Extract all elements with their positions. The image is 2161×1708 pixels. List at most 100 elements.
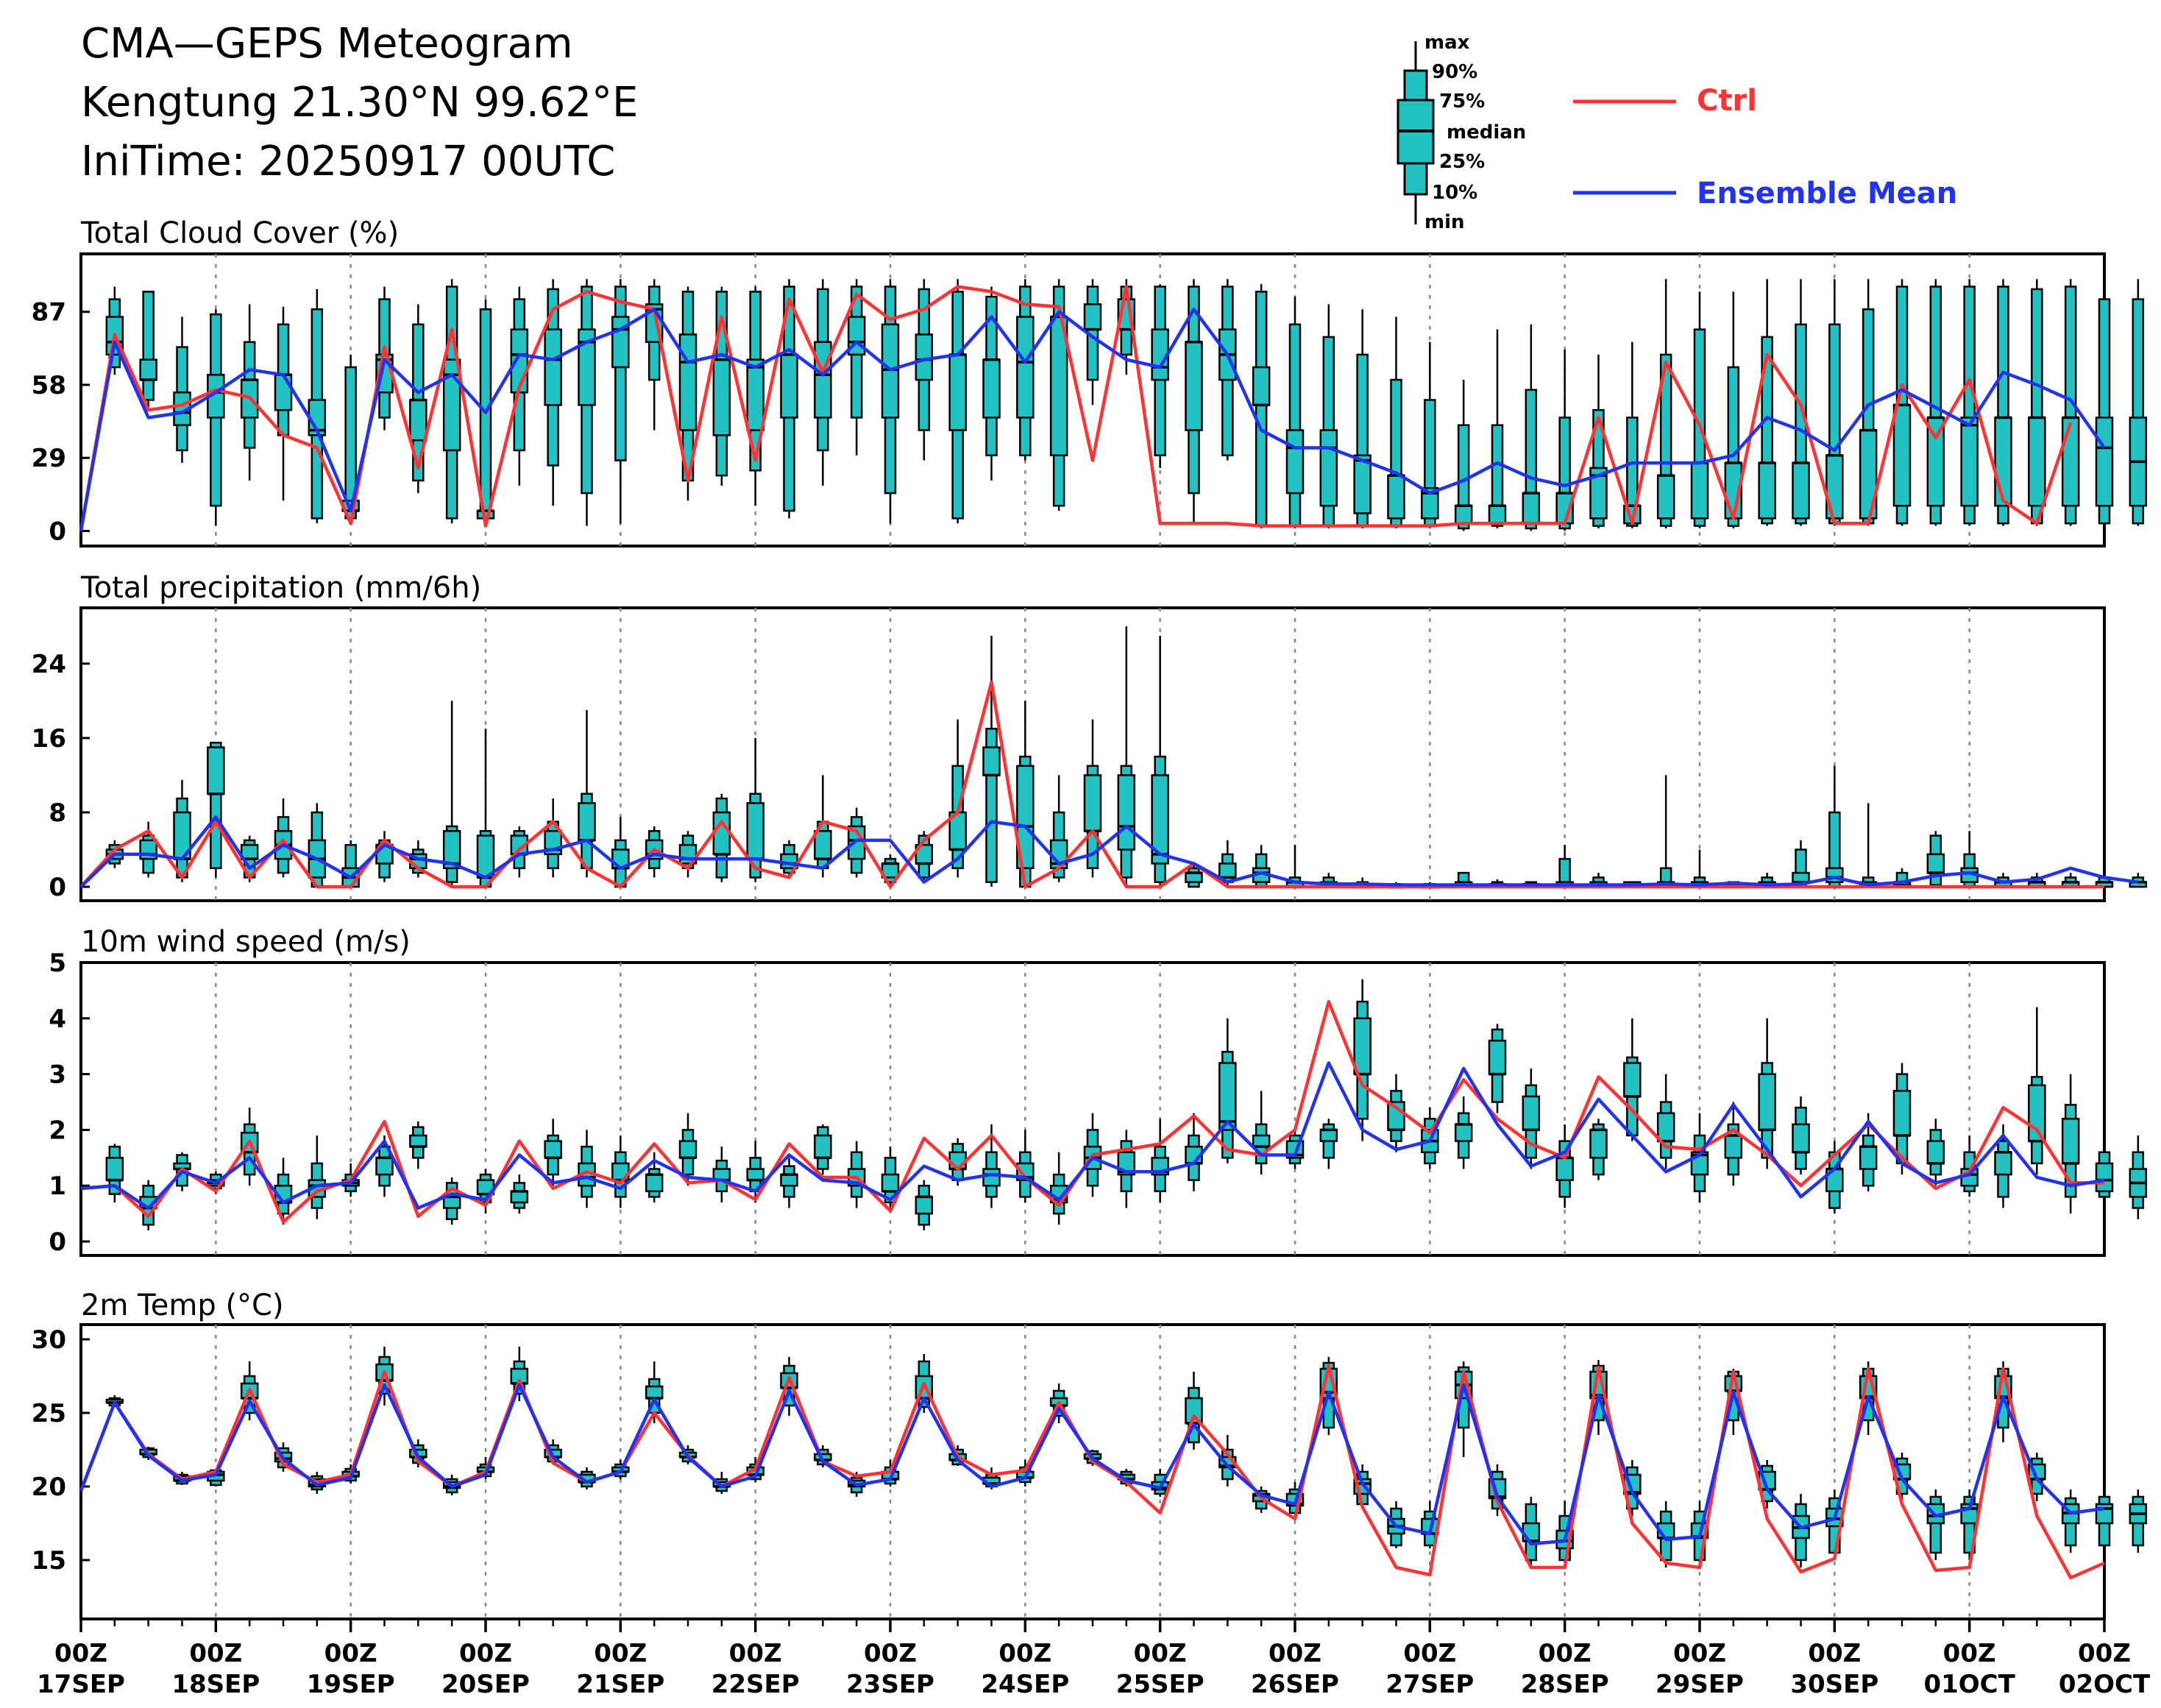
ctrl-series-line — [80, 999, 2104, 1224]
box-plot — [814, 279, 832, 486]
box-plot — [1589, 354, 1608, 529]
box-plot — [308, 1135, 327, 1219]
box-inner — [712, 811, 731, 856]
box-plot — [1218, 1018, 1237, 1163]
box-inner — [1117, 774, 1136, 851]
box-inner — [1926, 1140, 1945, 1165]
box-inner — [1724, 1134, 1743, 1159]
box-plot — [1859, 803, 1878, 888]
box-plot — [611, 817, 630, 888]
box-plot — [442, 701, 461, 887]
box-inner — [1926, 853, 1945, 874]
box-inner — [814, 341, 832, 419]
x-tick-label-date: 18SEP — [171, 1670, 260, 1699]
box-plot — [2028, 1007, 2046, 1175]
box-inner — [1623, 1062, 1642, 1098]
box-plot — [1724, 1102, 1743, 1186]
x-tick-label-hour: 00Z — [189, 1639, 242, 1668]
box-plot — [1690, 291, 1709, 529]
box-inner — [2061, 1118, 2080, 1165]
ctrl-series-line — [79, 1364, 2105, 1580]
box-inner — [1488, 1039, 1507, 1075]
box-inner — [510, 1190, 529, 1204]
panel-title-temperature: 2m Temp (°C) — [81, 1289, 284, 1322]
box-inner — [982, 1168, 1001, 1187]
box-plot — [1387, 316, 1405, 529]
box-inner — [1083, 303, 1102, 330]
box-plot — [780, 279, 798, 519]
box-plot — [746, 286, 764, 506]
box-inner — [746, 358, 764, 431]
box-plot — [1690, 849, 1709, 888]
box-plot — [1656, 1074, 1675, 1169]
box-plot — [678, 1113, 698, 1186]
box-plot — [476, 1169, 495, 1214]
y-tick-label: 58 — [32, 371, 66, 400]
legend-min-label: min — [1424, 211, 1465, 233]
box-inner — [207, 746, 225, 795]
box-plot — [1117, 626, 1136, 887]
box-plot — [1522, 1497, 1541, 1567]
x-tick-label-hour: 00Z — [1268, 1639, 1321, 1668]
init-time-label: IniTime: 20250917 00UTC — [81, 138, 615, 185]
x-tick-label-date: 24SEP — [981, 1670, 1069, 1699]
box-inner — [1185, 341, 1203, 431]
y-tick-label: 8 — [49, 798, 66, 828]
box-inner — [1252, 366, 1271, 406]
box-plot — [1555, 845, 1574, 888]
box-inner — [1758, 1073, 1776, 1131]
box-plot — [442, 279, 461, 524]
x-tick-label-date: 22SEP — [712, 1670, 800, 1699]
box-plot — [2061, 873, 2080, 888]
box-plot — [982, 635, 1001, 887]
box-plot — [1353, 979, 1372, 1141]
chart-title: CMA—GEPS Meteogram — [81, 20, 573, 68]
box-inner — [1454, 504, 1473, 525]
box-inner — [1488, 504, 1507, 525]
box-plot — [881, 854, 900, 887]
box-plot — [173, 316, 191, 464]
legend-p25-label: 25% — [1439, 151, 1485, 173]
x-tick-label-hour: 00Z — [1673, 1639, 1726, 1668]
box-plot — [678, 286, 698, 501]
box-plot — [814, 1124, 832, 1175]
box-plot — [1859, 1113, 1878, 1191]
box-plot — [105, 1144, 124, 1202]
box-plot — [712, 793, 731, 882]
box-plot — [207, 309, 225, 526]
box-plot — [308, 288, 327, 524]
box-plot — [1589, 1119, 1608, 1180]
box-inner — [409, 399, 427, 442]
box-plot — [780, 840, 798, 878]
box-plot — [2095, 1489, 2114, 1553]
box-plot — [1016, 1130, 1035, 1202]
y-tick-label: 15 — [32, 1546, 66, 1576]
x-tick-label-hour: 00Z — [1943, 1639, 1996, 1668]
legend-ctrl-label: Ctrl — [1697, 84, 1757, 118]
box-inner — [1353, 454, 1372, 514]
x-tick-label-date: 30SEP — [1790, 1670, 1878, 1699]
box-plot — [308, 803, 327, 888]
box-plot — [578, 709, 596, 878]
y-tick-label: 0 — [49, 517, 66, 546]
box-inner — [814, 1134, 832, 1159]
legend-p90-label: 90% — [1432, 61, 1477, 83]
box-plot — [1454, 1096, 1473, 1169]
panel-wind-speed: 10m wind speed (m/s) 0 1 2 3 4 5 — [49, 925, 2148, 1257]
box-inner — [1285, 429, 1305, 495]
x-tick-label-date: 25SEP — [1116, 1670, 1204, 1699]
y-tick-label: 0 — [49, 873, 66, 902]
box-plot — [1488, 329, 1507, 529]
panel-title-wind-speed: 10m wind speed (m/s) — [81, 925, 411, 959]
box-plot — [1825, 279, 1844, 526]
box-plot — [1353, 309, 1372, 529]
box-plot — [1792, 1096, 1810, 1175]
box-inner — [1387, 474, 1405, 520]
legend-mean-label: Ensemble Mean — [1697, 177, 1957, 210]
box-plot — [611, 279, 630, 524]
box-plot — [2095, 279, 2114, 526]
box-inner — [948, 1151, 967, 1170]
box-plot — [780, 1158, 798, 1208]
panel-title-precipitation: Total precipitation (mm/6h) — [80, 571, 481, 605]
y-tick-label: 4 — [49, 1004, 66, 1034]
